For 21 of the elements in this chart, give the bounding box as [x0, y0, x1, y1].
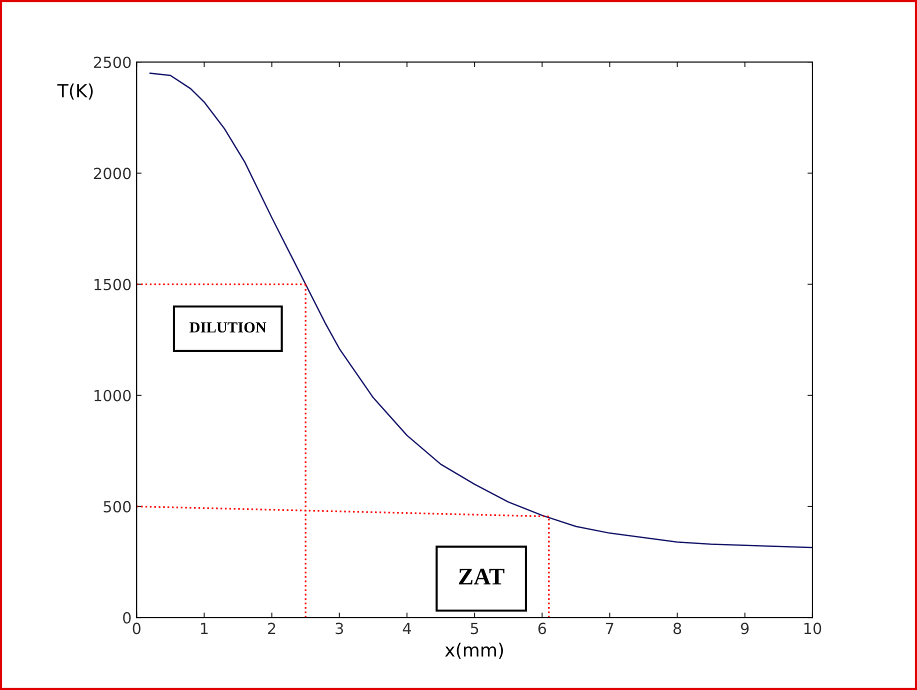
x-tick-label: 2: [268, 622, 276, 634]
x-tick-label: 4: [402, 622, 411, 634]
x-tick-label: 6: [538, 622, 546, 634]
y-tick-label: 500: [104, 500, 131, 512]
annotation: ZAT: [459, 568, 504, 584]
x-tick-label: 5: [470, 622, 478, 634]
x-tick-label: 3: [336, 622, 344, 634]
y-axis-title: T(K): [57, 84, 93, 100]
x-tick-label: 8: [673, 622, 682, 634]
x-axis-title: x(mm): [445, 642, 503, 659]
x-tick-label: 1: [201, 622, 208, 634]
y-tick-label: 2500: [94, 56, 131, 68]
y-tick-label: 0: [123, 612, 131, 624]
annotation: DILUTION: [190, 322, 266, 333]
y-tick-label: 1500: [94, 278, 131, 290]
x-tick-label: 0: [132, 622, 140, 634]
x-tick-label: 10: [804, 622, 822, 634]
y-tick-label: 1000: [94, 390, 131, 402]
x-tick-label: 7: [606, 622, 614, 634]
y-tick-label: 2000: [94, 168, 131, 180]
x-tick-label: 9: [740, 622, 749, 634]
